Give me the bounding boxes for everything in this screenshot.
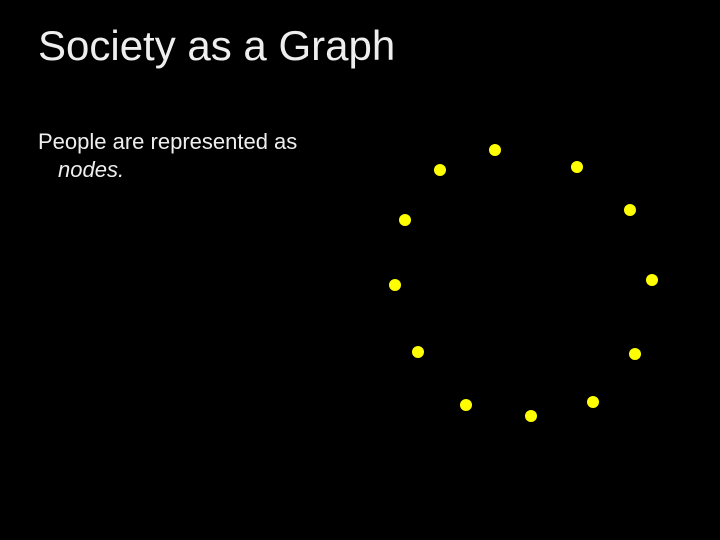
body-text: People are represented as nodes.: [38, 128, 297, 183]
graph-node: [399, 214, 411, 226]
graph-node: [629, 348, 641, 360]
graph-node: [525, 410, 537, 422]
graph-node: [624, 204, 636, 216]
graph-node: [434, 164, 446, 176]
slide: Society as a Graph People are represente…: [0, 0, 720, 540]
slide-title: Society as a Graph: [38, 22, 395, 70]
graph-node: [460, 399, 472, 411]
node-graph: [370, 130, 690, 450]
graph-node: [489, 144, 501, 156]
graph-node: [412, 346, 424, 358]
graph-node: [587, 396, 599, 408]
graph-node: [646, 274, 658, 286]
body-line-1: People are represented as: [38, 129, 297, 154]
body-line-2-italic: nodes.: [38, 156, 124, 184]
graph-node: [389, 279, 401, 291]
graph-node: [571, 161, 583, 173]
